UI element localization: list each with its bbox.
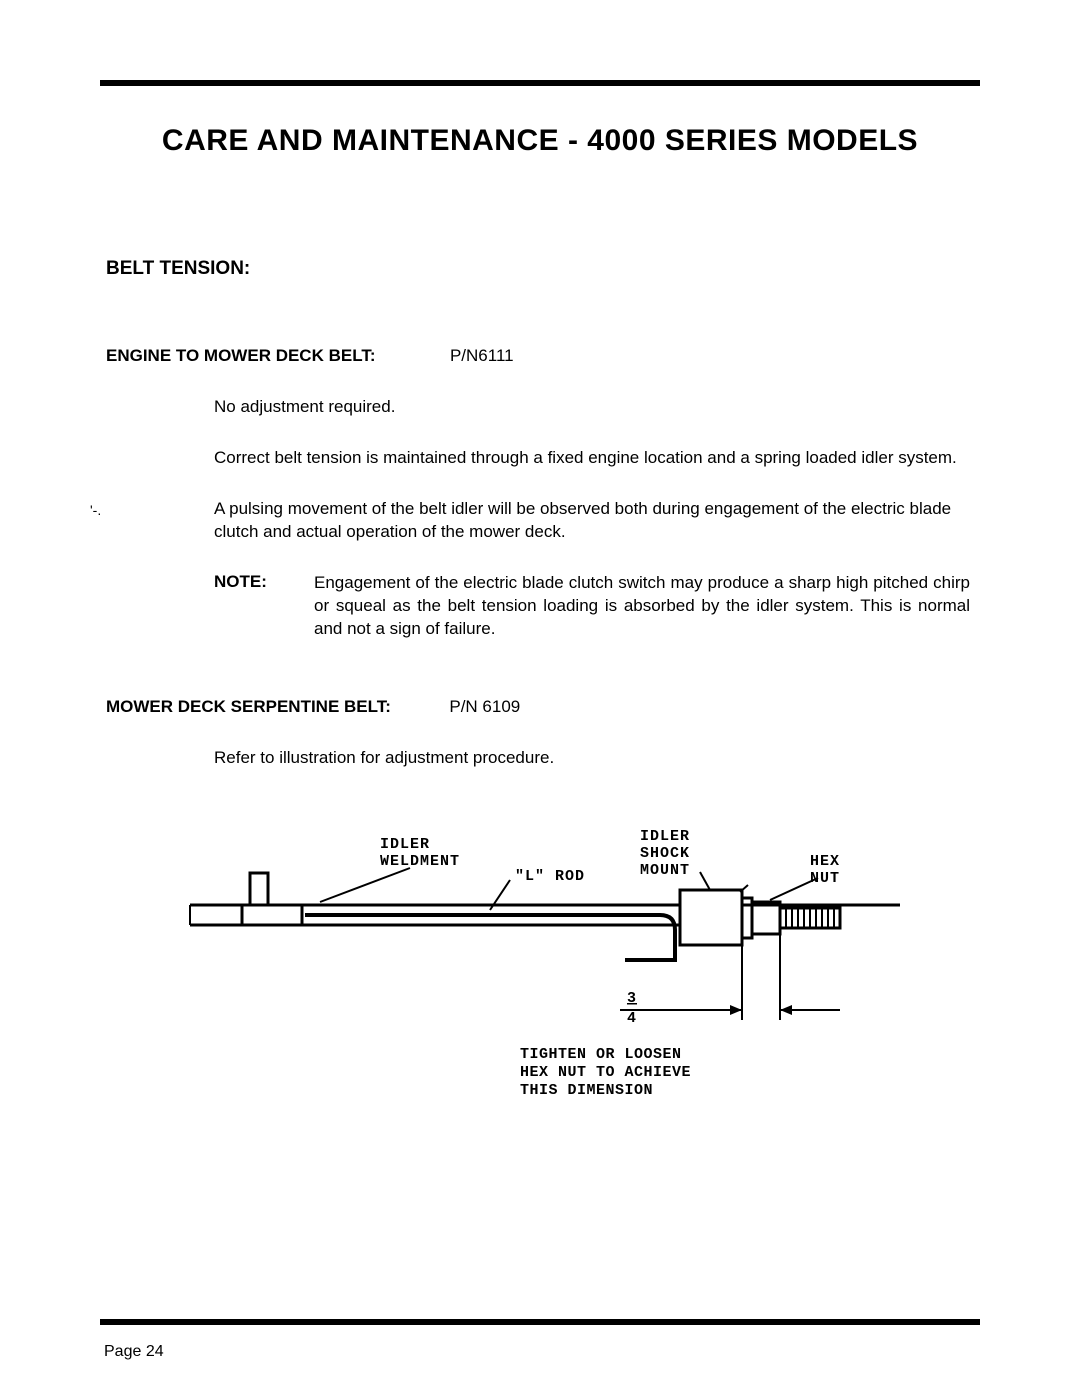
page-title: CARE AND MAINTENANCE - 4000 SERIES MODEL…: [100, 124, 980, 158]
note-label: NOTE:: [214, 572, 314, 641]
top-rule: [100, 80, 980, 86]
label-l-rod: "L" ROD: [515, 868, 585, 885]
belt-adjustment-diagram: IDLER WELDMENT "L" ROD IDLER SHOCK MOUNT…: [180, 810, 900, 1140]
serpentine-belt-label: MOWER DECK SERPENTINE BELT:: [106, 697, 391, 717]
page-number: Page 24: [104, 1343, 164, 1361]
page: CARE AND MAINTENANCE - 4000 SERIES MODEL…: [0, 0, 1080, 1397]
label-frac-top: 3: [627, 990, 637, 1007]
engine-belt-para-2: Correct belt tension is maintained throu…: [214, 447, 970, 470]
engine-belt-para-3: A pulsing movement of the belt idler wil…: [214, 498, 970, 544]
engine-belt-line: ENGINE TO MOWER DECK BELT: P/N6111: [106, 346, 980, 366]
engine-belt-label: ENGINE TO MOWER DECK BELT:: [106, 346, 376, 366]
label-idler-weldment-l1: IDLER: [380, 836, 430, 853]
bottom-rule: [100, 1319, 980, 1325]
engine-belt-pn: P/N6111: [450, 346, 514, 366]
margin-tick: '-.: [90, 502, 101, 518]
section-heading: BELT TENSION:: [106, 258, 980, 280]
label-idler-shock-l2: SHOCK: [640, 845, 690, 862]
label-hex-nut-l2: NUT: [810, 870, 840, 887]
serpentine-belt-body: Refer to illustration for adjustment pro…: [214, 747, 970, 770]
diagram-svg: IDLER WELDMENT "L" ROD IDLER SHOCK MOUNT…: [180, 810, 900, 1140]
label-instr-l1: TIGHTEN OR LOOSEN: [520, 1046, 682, 1063]
label-hex-nut-l1: HEX: [810, 853, 840, 870]
label-frac-bot: 4: [627, 1010, 637, 1027]
engine-belt-body: No adjustment required. Correct belt ten…: [214, 396, 970, 641]
serpentine-belt-line: MOWER DECK SERPENTINE BELT: P/N 6109: [106, 697, 980, 717]
label-idler-shock-l1: IDLER: [640, 828, 690, 845]
label-instr-l3: THIS DIMENSION: [520, 1082, 653, 1099]
engine-belt-para-1: No adjustment required.: [214, 396, 970, 419]
note-text: Engagement of the electric blade clutch …: [314, 572, 970, 641]
serpentine-belt-para-1: Refer to illustration for adjustment pro…: [214, 747, 970, 770]
note-block: NOTE: Engagement of the electric blade c…: [214, 572, 970, 641]
label-idler-shock-l3: MOUNT: [640, 862, 690, 879]
label-instr-l2: HEX NUT TO ACHIEVE: [520, 1064, 691, 1081]
label-idler-weldment-l2: WELDMENT: [380, 853, 460, 870]
serpentine-belt-pn: P/N 6109: [449, 697, 520, 717]
